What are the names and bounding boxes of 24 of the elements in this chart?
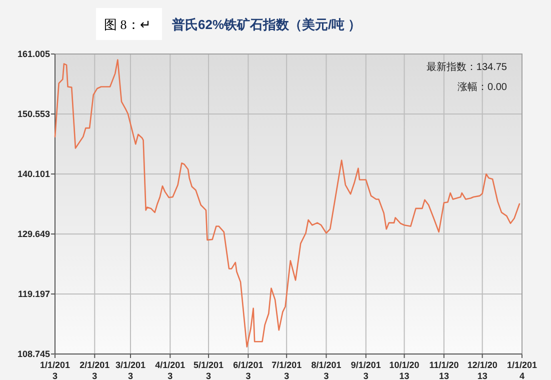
y-tick-label: 108.745 xyxy=(17,349,50,359)
x-tick-label: 2/1/2013 xyxy=(80,360,110,380)
y-tick-label: 150.553 xyxy=(17,109,50,119)
x-tick-label: 4/1/2013 xyxy=(155,360,186,380)
x-tick-label: 5/1/2013 xyxy=(194,360,224,380)
y-tick-label: 119.197 xyxy=(18,289,50,299)
x-tick-label: 8/1/2013 xyxy=(311,360,342,380)
x-tick-label: 12/1/2013 xyxy=(467,360,498,380)
x-tick-label: 3/1/2013 xyxy=(115,360,146,380)
x-tick-label: 11/1/2013 xyxy=(429,360,459,380)
x-tick-label: 7/1/2013 xyxy=(272,360,302,380)
annotation: 最新指数：134.75 xyxy=(426,61,508,73)
line-series xyxy=(54,59,520,348)
x-tick-label: 10/1/2013 xyxy=(389,360,420,380)
y-tick-label: 161.005 xyxy=(17,49,50,59)
x-tick-label: 1/1/2013 xyxy=(40,360,70,380)
x-tick-label: 1/1/2014 xyxy=(506,360,538,380)
caption: 图 8：↵ xyxy=(104,17,151,32)
y-tick-label: 140.101 xyxy=(17,169,50,179)
chart-title: 普氏62%铁矿石指数（美元/吨 ） xyxy=(171,17,362,32)
x-tick-label: 6/1/2013 xyxy=(233,360,264,380)
x-tick-label: 9/1/2013 xyxy=(350,360,381,380)
y-tick-label: 129.649 xyxy=(17,229,50,239)
annotation: 涨幅：0.00 xyxy=(458,81,508,93)
